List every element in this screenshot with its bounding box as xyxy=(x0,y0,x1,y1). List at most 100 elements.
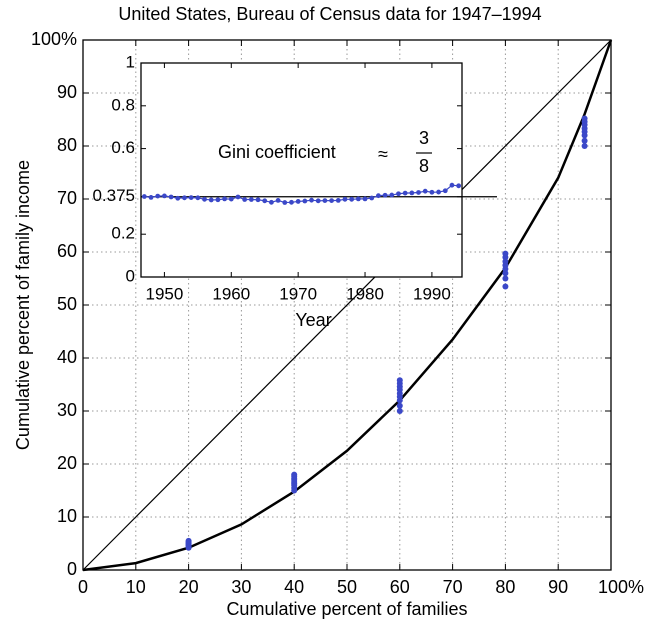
y-tick-label: 90 xyxy=(57,82,77,102)
x-tick-label: 50 xyxy=(337,577,357,597)
marker xyxy=(442,188,448,194)
marker xyxy=(248,197,254,202)
marker xyxy=(335,197,341,203)
marker xyxy=(188,195,194,201)
marker xyxy=(222,196,227,202)
marker xyxy=(289,199,294,205)
y-tick-label: 70 xyxy=(57,188,77,208)
y-tick-label: 60 xyxy=(57,241,77,261)
x-tick-label: 100% xyxy=(598,577,644,597)
point xyxy=(291,471,298,478)
annotation-numerator: 3 xyxy=(419,128,429,148)
marker xyxy=(195,195,201,201)
marker xyxy=(208,197,214,203)
x-tick-label: 0 xyxy=(78,577,88,597)
marker xyxy=(342,196,348,202)
point xyxy=(502,275,509,282)
marker xyxy=(302,198,308,204)
point xyxy=(581,115,588,122)
x-tick-label: 40 xyxy=(284,577,304,597)
y-tick-label: 80 xyxy=(57,135,77,155)
y-tick-label: 0.375 xyxy=(92,186,135,205)
marker xyxy=(141,194,147,199)
y-tick-label: 0 xyxy=(126,266,135,285)
y-tick-label: 0.6 xyxy=(111,138,135,157)
marker xyxy=(155,193,161,199)
point xyxy=(502,258,509,265)
annotation-symbol: ≈ xyxy=(378,144,388,164)
marker xyxy=(376,193,381,199)
axes-box xyxy=(140,62,463,278)
y-tick-label: 30 xyxy=(57,400,77,420)
marker xyxy=(456,183,462,189)
y-tick-label: 20 xyxy=(57,453,77,473)
inset-plot: 1950 1960 1970 1980 1990 0 0.2 0.375 0.6 0.8 1 Year… xyxy=(92,52,497,330)
line xyxy=(82,39,613,572)
y-tick-label: 0 xyxy=(67,559,77,579)
marker xyxy=(242,197,248,202)
marker xyxy=(369,195,375,201)
x-axis-label: Year xyxy=(295,310,331,330)
marker xyxy=(202,196,207,202)
marker xyxy=(182,195,187,201)
x-tick-label: 1950 xyxy=(145,284,183,303)
marker xyxy=(269,199,274,205)
marker xyxy=(422,188,428,194)
marker xyxy=(215,197,221,203)
marker xyxy=(235,194,241,200)
x-tick-label: 10 xyxy=(126,577,146,597)
point xyxy=(502,283,509,290)
marker xyxy=(168,194,174,200)
marker xyxy=(148,194,154,200)
marker xyxy=(355,196,361,202)
point xyxy=(502,270,509,277)
y-tick-label: 50 xyxy=(57,294,77,314)
point xyxy=(581,143,588,149)
marker xyxy=(396,191,401,197)
x-tick-label: 70 xyxy=(443,577,463,597)
x-tick-label: 1960 xyxy=(212,284,250,303)
x-tick-label: 30 xyxy=(231,577,251,597)
y-tick-label: 1 xyxy=(126,52,135,71)
marker xyxy=(329,198,334,204)
point xyxy=(502,250,509,257)
y-tick-label: 0.8 xyxy=(111,95,135,114)
y-tick-label: 40 xyxy=(57,347,77,367)
marker xyxy=(295,199,301,204)
marker xyxy=(349,196,355,202)
x-tick-label: 1990 xyxy=(413,284,451,303)
x-tick-label: 90 xyxy=(548,577,568,597)
main-plot: 0 10 20 30 40 50 60 70 80 90 100%01020304050607080… xyxy=(31,29,644,597)
marker xyxy=(275,197,281,203)
x-tick-label: 20 xyxy=(179,577,199,597)
x-tick-label: 60 xyxy=(390,577,410,597)
annotation-denominator: 8 xyxy=(419,156,429,176)
marker xyxy=(429,189,435,195)
marker xyxy=(402,190,408,196)
marker xyxy=(362,196,368,202)
marker xyxy=(228,196,234,202)
marker xyxy=(449,182,455,188)
x-tick-label: 80 xyxy=(495,577,515,597)
chart-title: United States, Bureau of Census data for… xyxy=(118,4,541,24)
point xyxy=(581,137,588,144)
x-tick-label: 1970 xyxy=(279,284,317,303)
x-axis-label: Cumulative percent of families xyxy=(226,599,467,619)
annotation: Gini coefficient xyxy=(218,142,336,162)
marker xyxy=(436,189,441,195)
y-tick-label: 100% xyxy=(31,29,77,49)
y-tick-label: 10 xyxy=(57,506,77,526)
marker xyxy=(322,198,328,204)
line xyxy=(82,39,612,571)
point xyxy=(396,408,403,414)
marker xyxy=(175,195,181,201)
y-axis-label: Cumulative percent of family income xyxy=(13,160,33,450)
marker xyxy=(309,197,314,203)
y-tick-label: 0.2 xyxy=(111,224,135,243)
point xyxy=(396,402,403,409)
point xyxy=(185,537,192,544)
inset-background xyxy=(141,63,462,277)
marker xyxy=(315,198,321,204)
axes-box xyxy=(82,39,612,571)
